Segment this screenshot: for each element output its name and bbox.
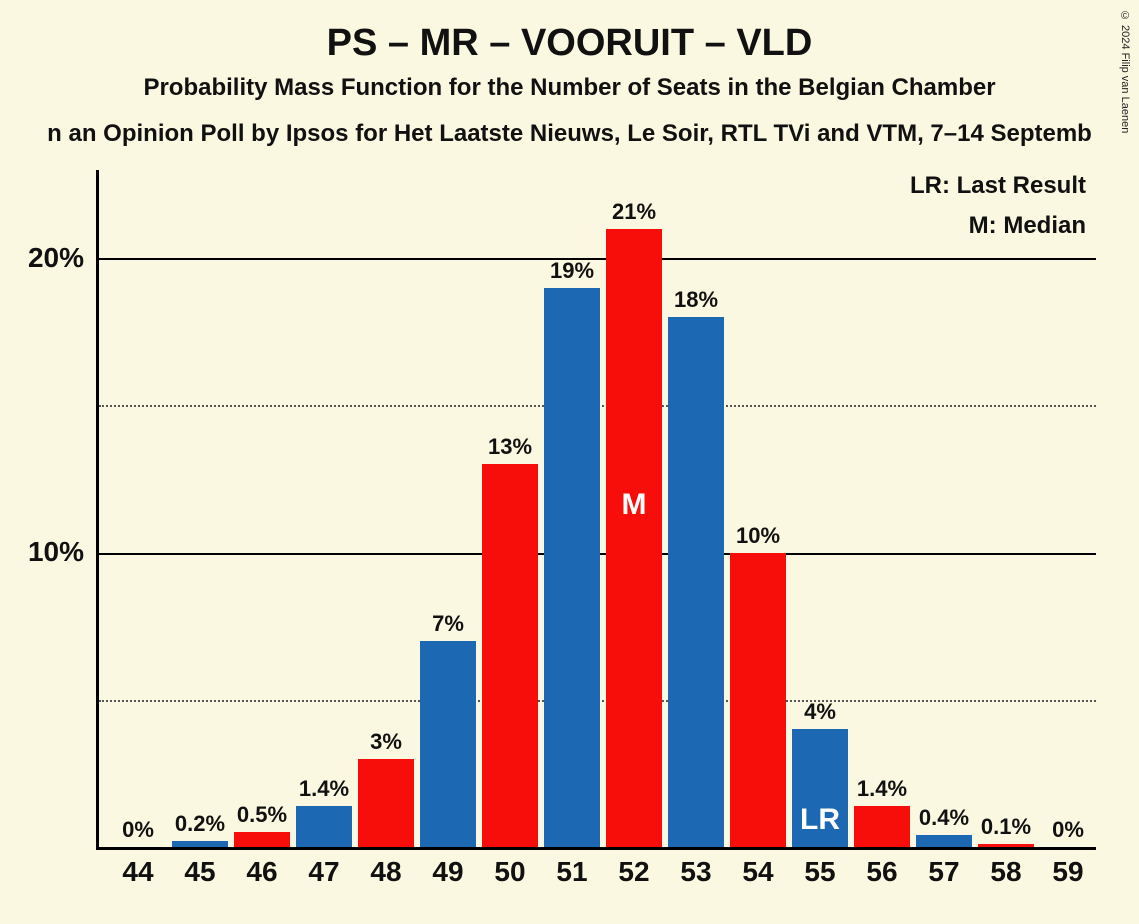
- x-axis: [96, 847, 1096, 850]
- bar-value-label: 10%: [727, 523, 789, 549]
- bar-value-label: 3%: [355, 729, 417, 755]
- bar-inner-label: LR: [792, 803, 848, 837]
- y-tick-label: 20%: [4, 242, 84, 274]
- x-tick-label: 58: [975, 856, 1037, 888]
- x-tick-label: 49: [417, 856, 479, 888]
- chart-title: PS – MR – VOORUIT – VLD: [0, 22, 1139, 65]
- bar-value-label: 0.4%: [913, 805, 975, 831]
- x-tick-label: 51: [541, 856, 603, 888]
- bar: [234, 832, 290, 847]
- x-tick-label: 46: [231, 856, 293, 888]
- x-tick-label: 56: [851, 856, 913, 888]
- bar-value-label: 1.4%: [293, 776, 355, 802]
- bar-value-label: 4%: [789, 699, 851, 725]
- bar: [482, 464, 538, 847]
- x-tick-label: 52: [603, 856, 665, 888]
- bar-value-label: 1.4%: [851, 776, 913, 802]
- bar: [668, 317, 724, 847]
- legend-m: M: Median: [910, 212, 1086, 240]
- x-tick-label: 54: [727, 856, 789, 888]
- x-tick-label: 50: [479, 856, 541, 888]
- bar-value-label: 19%: [541, 258, 603, 284]
- x-tick-label: 44: [107, 856, 169, 888]
- chart-plot-area: LR: Last ResultM: Median20%10%0%440.2%45…: [96, 170, 1096, 850]
- bar: [544, 288, 600, 847]
- bar: [978, 844, 1034, 847]
- x-tick-label: 48: [355, 856, 417, 888]
- y-tick-label: 10%: [4, 536, 84, 568]
- bar-inner-label: M: [606, 488, 662, 522]
- bar-value-label: 0%: [1037, 817, 1099, 843]
- x-tick-label: 57: [913, 856, 975, 888]
- bar-value-label: 21%: [603, 199, 665, 225]
- bar: [358, 759, 414, 847]
- bar-value-label: 0.5%: [231, 802, 293, 828]
- bar-value-label: 0.2%: [169, 811, 231, 837]
- x-tick-label: 55: [789, 856, 851, 888]
- bar: [606, 229, 662, 847]
- bar-value-label: 7%: [417, 611, 479, 637]
- bar: [296, 806, 352, 847]
- legend: LR: Last Result M: Median: [910, 172, 1086, 240]
- bar: [854, 806, 910, 847]
- bar-value-label: 13%: [479, 434, 541, 460]
- bar: [420, 641, 476, 847]
- bar-value-label: 18%: [665, 287, 727, 313]
- bar-value-label: 0.1%: [975, 814, 1037, 840]
- chart-subtitle-1: Probability Mass Function for the Number…: [0, 74, 1139, 102]
- bar: [172, 841, 228, 847]
- bar: [730, 553, 786, 847]
- x-tick-label: 45: [169, 856, 231, 888]
- chart-subtitle-2: n an Opinion Poll by Ipsos for Het Laats…: [0, 120, 1139, 148]
- x-tick-label: 47: [293, 856, 355, 888]
- legend-lr: LR: Last Result: [910, 172, 1086, 200]
- x-tick-label: 59: [1037, 856, 1099, 888]
- bar: [916, 835, 972, 847]
- y-axis: [96, 170, 99, 850]
- x-tick-label: 53: [665, 856, 727, 888]
- bar-value-label: 0%: [107, 817, 169, 843]
